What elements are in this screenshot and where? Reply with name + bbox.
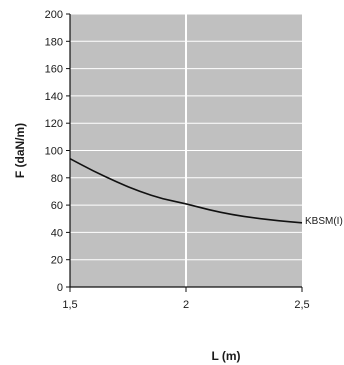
y-tick-label: 160 — [45, 64, 63, 76]
y-tick-label: 180 — [45, 36, 63, 48]
y-tick-label: 0 — [57, 282, 63, 294]
series-line-kbsm — [69, 157, 303, 224]
y-axis-title: F (daN/m) — [13, 123, 27, 178]
y-tick-label: 140 — [45, 91, 63, 103]
y-axis-ticks: 0 20 40 60 80 100 120 140 160 180 200 — [45, 9, 70, 294]
y-tick-label: 20 — [51, 255, 63, 267]
series-label: KBSM(I) — [305, 216, 343, 227]
grid-lines — [70, 13, 302, 287]
x-tick-label: 2 — [183, 299, 189, 311]
y-tick-label: 60 — [51, 200, 63, 212]
x-axis-title: L (m) — [211, 349, 240, 363]
x-tick-label: 1,5 — [62, 299, 77, 311]
y-tick-label: 80 — [51, 173, 63, 185]
x-axis-ticks: 1,5 2 2,5 — [62, 287, 310, 311]
y-tick-label: 120 — [45, 118, 63, 130]
y-tick-label: 100 — [45, 146, 63, 158]
y-tick-label: 40 — [51, 227, 63, 239]
y-tick-label: 200 — [45, 9, 63, 21]
x-tick-label: 2,5 — [294, 299, 309, 311]
